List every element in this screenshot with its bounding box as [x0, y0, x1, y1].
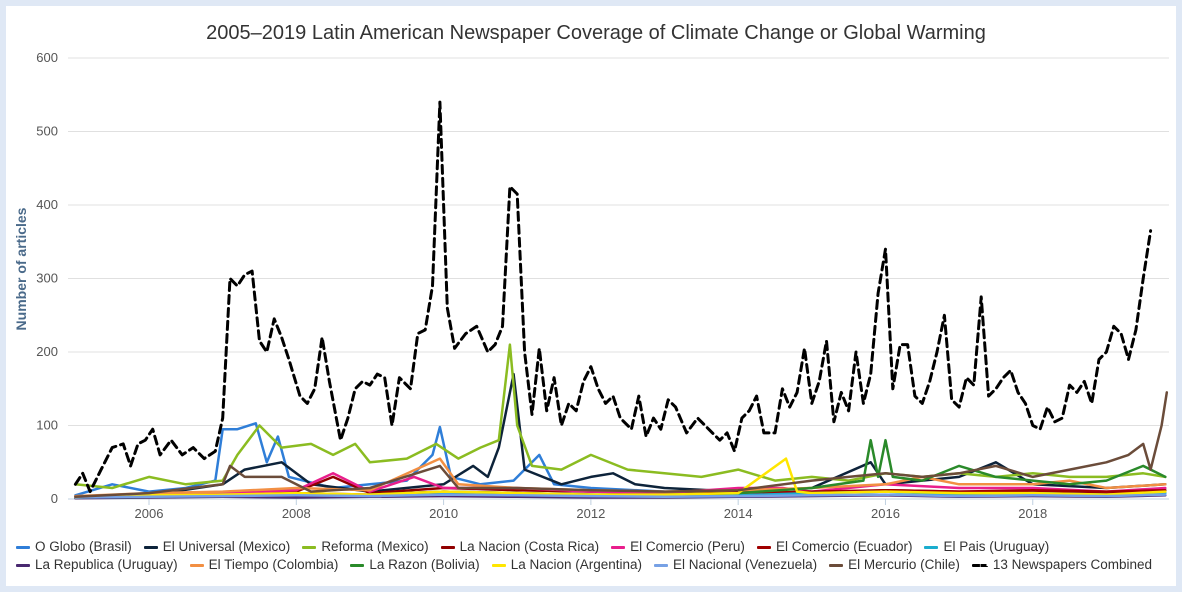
series-lines — [73, 100, 1169, 500]
legend-item[interactable]: La Razon (Bolivia) — [350, 556, 480, 574]
chart-legend: O Globo (Brasil) El Universal (Mexico) Ref… — [16, 538, 1176, 574]
x-tick-label: 2006 — [135, 506, 164, 521]
legend-item[interactable]: El Comercio (Ecuador) — [756, 538, 913, 556]
legend-label: El Comercio (Ecuador) — [775, 539, 913, 554]
legend-item[interactable]: El Tiempo (Colombia) — [189, 556, 339, 574]
legend-swatch — [491, 563, 506, 567]
legend-label: La Nacion (Argentina) — [510, 557, 643, 572]
gridlines — [68, 57, 1169, 500]
legend-swatch — [611, 545, 626, 549]
legend-swatch — [971, 563, 988, 567]
y-axis-label: Number of articles — [13, 207, 29, 330]
series-line-12 — [74, 391, 1169, 499]
legend-swatch — [440, 545, 455, 549]
legend-swatch — [654, 563, 669, 567]
legend-label: El Comercio (Peru) — [630, 539, 745, 554]
legend-swatch — [143, 545, 158, 549]
legend-swatch — [350, 563, 365, 567]
legend-swatch — [829, 563, 844, 567]
legend-item[interactable]: El Comercio (Peru) — [611, 538, 745, 556]
chart-title: 2005–2019 Latin American Newspaper Cover… — [206, 22, 986, 44]
series-line-4 — [74, 472, 1167, 499]
legend-swatch — [16, 545, 30, 549]
legend-label: La Razon (Bolivia) — [369, 557, 480, 572]
y-tick-label: 500 — [36, 124, 58, 139]
legend-item[interactable]: Reforma (Mexico) — [302, 538, 429, 556]
series-line-10 — [74, 457, 1167, 499]
x-tick-label: 2016 — [871, 506, 900, 521]
legend-label: El Universal (Mexico) — [162, 539, 291, 554]
x-tick-label: 2010 — [429, 506, 458, 521]
legend-item[interactable]: El Pais (Uruguay) — [924, 538, 1049, 556]
legend-item[interactable]: El Mercurio (Chile) — [829, 556, 960, 574]
y-tick-label: 600 — [36, 50, 58, 65]
legend-swatch — [302, 545, 317, 549]
legend-item[interactable]: La Nacion (Costa Rica) — [440, 538, 600, 556]
legend-label: La Nacion (Costa Rica) — [459, 539, 600, 554]
chart-frame: 2005–2019 Latin American Newspaper Cover… — [6, 6, 1176, 586]
legend-item[interactable]: La Republica (Uruguay) — [16, 556, 178, 574]
legend-label: Reforma (Mexico) — [321, 539, 429, 554]
legend-label: El Mercurio (Chile) — [848, 557, 960, 572]
legend-label: El Pais (Uruguay) — [943, 539, 1050, 554]
y-tick-label: 200 — [36, 344, 58, 359]
series-line-11 — [74, 493, 1167, 499]
legend-swatch — [924, 545, 939, 549]
legend-label: O Globo (Brasil) — [35, 539, 132, 554]
y-axis-ticks: 0 100 200 300 400 500 600 — [36, 50, 58, 506]
x-tick-label: 2018 — [1018, 506, 1047, 521]
legend-swatch — [189, 563, 204, 567]
legend-label: El Nacional (Venezuela) — [673, 557, 818, 572]
y-tick-label: 300 — [36, 271, 58, 286]
series-line-13 — [73, 100, 1153, 494]
legend-item[interactable]: El Nacional (Venezuela) — [654, 556, 817, 574]
legend-label: 13 Newspapers Combined — [992, 557, 1152, 572]
legend-item[interactable]: La Nacion (Argentina) — [491, 556, 643, 574]
legend-item[interactable]: El Universal (Mexico) — [143, 538, 291, 556]
legend-item[interactable]: 13 Newspapers Combined — [971, 556, 1152, 574]
y-tick-label: 100 — [36, 418, 58, 433]
y-tick-label: 0 — [51, 491, 58, 506]
x-tick-label: 2008 — [282, 506, 311, 521]
x-tick-label: 2014 — [724, 506, 753, 521]
y-tick-label: 400 — [36, 197, 58, 212]
x-tick-label: 2012 — [576, 506, 605, 521]
legend-swatch — [16, 563, 30, 567]
legend-item[interactable]: O Globo (Brasil) — [16, 538, 132, 556]
legend-swatch — [756, 545, 771, 549]
legend-label: La Republica (Uruguay) — [35, 557, 178, 572]
legend-label: El Tiempo (Colombia) — [208, 557, 339, 572]
x-axis-ticks: 2006 2008 2010 2012 2014 2016 2018 — [135, 499, 1047, 521]
line-chart: 2005–2019 Latin American Newspaper Cover… — [13, 22, 1169, 521]
